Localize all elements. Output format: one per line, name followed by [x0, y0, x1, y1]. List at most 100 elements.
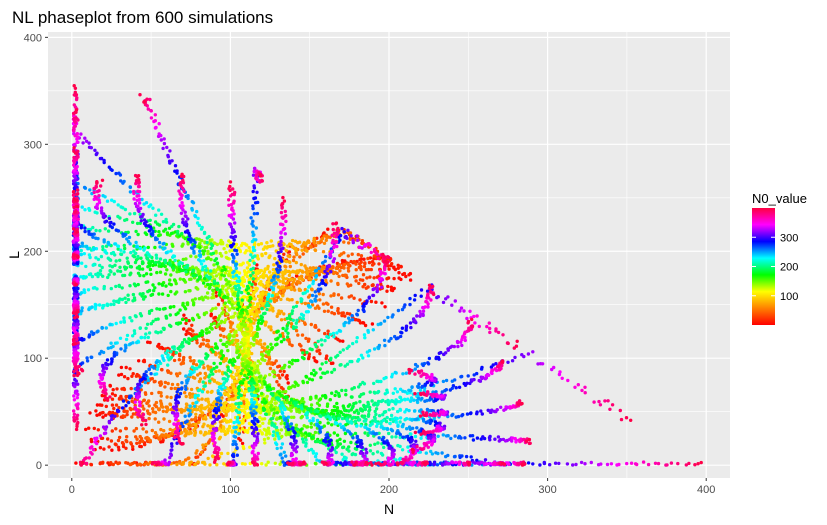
data-point: [98, 272, 103, 276]
data-point: [265, 301, 269, 305]
data-point: [298, 316, 302, 320]
data-point: [74, 461, 78, 465]
data-point: [314, 394, 318, 398]
data-point: [453, 378, 457, 382]
data-point: [304, 438, 308, 442]
data-point: [276, 365, 280, 369]
data-point: [164, 316, 169, 320]
data-point: [251, 219, 255, 223]
data-point: [119, 320, 123, 324]
data-point: [394, 402, 398, 406]
data-point: [168, 313, 172, 317]
data-point: [212, 279, 217, 283]
data-point: [231, 260, 235, 264]
data-point: [168, 427, 172, 432]
data-point: [269, 328, 273, 332]
data-point: [241, 444, 245, 449]
data-point: [187, 414, 191, 418]
data-point: [225, 243, 229, 247]
data-point: [174, 312, 178, 317]
data-point: [113, 393, 118, 398]
data-point: [160, 292, 165, 296]
data-point: [114, 259, 118, 263]
data-point: [198, 246, 202, 250]
data-point: [194, 415, 198, 420]
data-point: [155, 256, 159, 260]
data-point: [201, 252, 206, 256]
data-point: [239, 322, 244, 326]
data-point: [260, 391, 264, 396]
data-point: [226, 256, 230, 261]
data-point: [266, 426, 271, 430]
data-point: [191, 274, 195, 278]
data-point: [278, 453, 282, 457]
data-point: [242, 349, 246, 353]
data-point: [111, 388, 115, 392]
data-point: [261, 353, 265, 358]
data-point: [139, 335, 143, 340]
data-point: [229, 315, 233, 319]
data-point: [203, 264, 208, 269]
data-point: [130, 374, 134, 378]
data-point: [216, 302, 221, 307]
data-point: [335, 401, 339, 406]
data-point: [310, 300, 314, 304]
data-point: [87, 206, 91, 211]
data-point: [298, 288, 303, 292]
data-point: [153, 431, 158, 435]
data-point: [113, 442, 118, 446]
data-point: [362, 382, 367, 386]
data-point: [219, 338, 223, 343]
data-point: [119, 252, 123, 256]
data-point: [302, 321, 307, 325]
data-point: [241, 408, 246, 412]
data-point: [309, 409, 313, 414]
data-point: [237, 410, 242, 414]
data-point: [83, 208, 87, 212]
data-point: [347, 409, 351, 413]
data-point: [163, 258, 168, 262]
data-point: [371, 419, 375, 423]
data-point: [396, 424, 400, 428]
data-point: [328, 398, 332, 402]
data-point: [262, 417, 267, 421]
data-point: [313, 342, 317, 347]
data-point: [412, 398, 416, 402]
data-point: [263, 441, 267, 445]
data-point: [221, 377, 225, 381]
data-point: [404, 417, 409, 421]
data-point: [154, 317, 158, 322]
data-point: [323, 331, 327, 336]
data-point: [391, 406, 395, 411]
data-point: [100, 393, 104, 398]
data-point: [421, 417, 426, 422]
data-point: [166, 408, 170, 412]
data-point: [150, 428, 154, 433]
data-point: [215, 287, 219, 291]
data-point: [314, 243, 318, 248]
data-point: [128, 185, 132, 189]
data-point: [265, 362, 270, 366]
data-point: [129, 386, 133, 391]
data-point: [178, 277, 182, 281]
data-point: [206, 364, 210, 368]
data-point: [202, 281, 206, 285]
data-point: [249, 296, 253, 301]
data-point: [113, 341, 118, 345]
data-point: [249, 253, 253, 257]
data-point: [201, 249, 205, 253]
data-point: [298, 428, 303, 432]
data-point: [292, 255, 296, 259]
data-point: [353, 275, 357, 279]
data-point: [157, 292, 161, 296]
data-point: [376, 441, 380, 445]
data-point: [385, 415, 389, 420]
data-point: [324, 408, 328, 413]
data-point: [124, 346, 128, 350]
data-point: [128, 273, 132, 277]
data-point: [225, 312, 229, 316]
data-point: [329, 279, 333, 283]
data-point: [288, 264, 292, 269]
data-point: [161, 220, 166, 224]
data-point: [228, 249, 232, 253]
